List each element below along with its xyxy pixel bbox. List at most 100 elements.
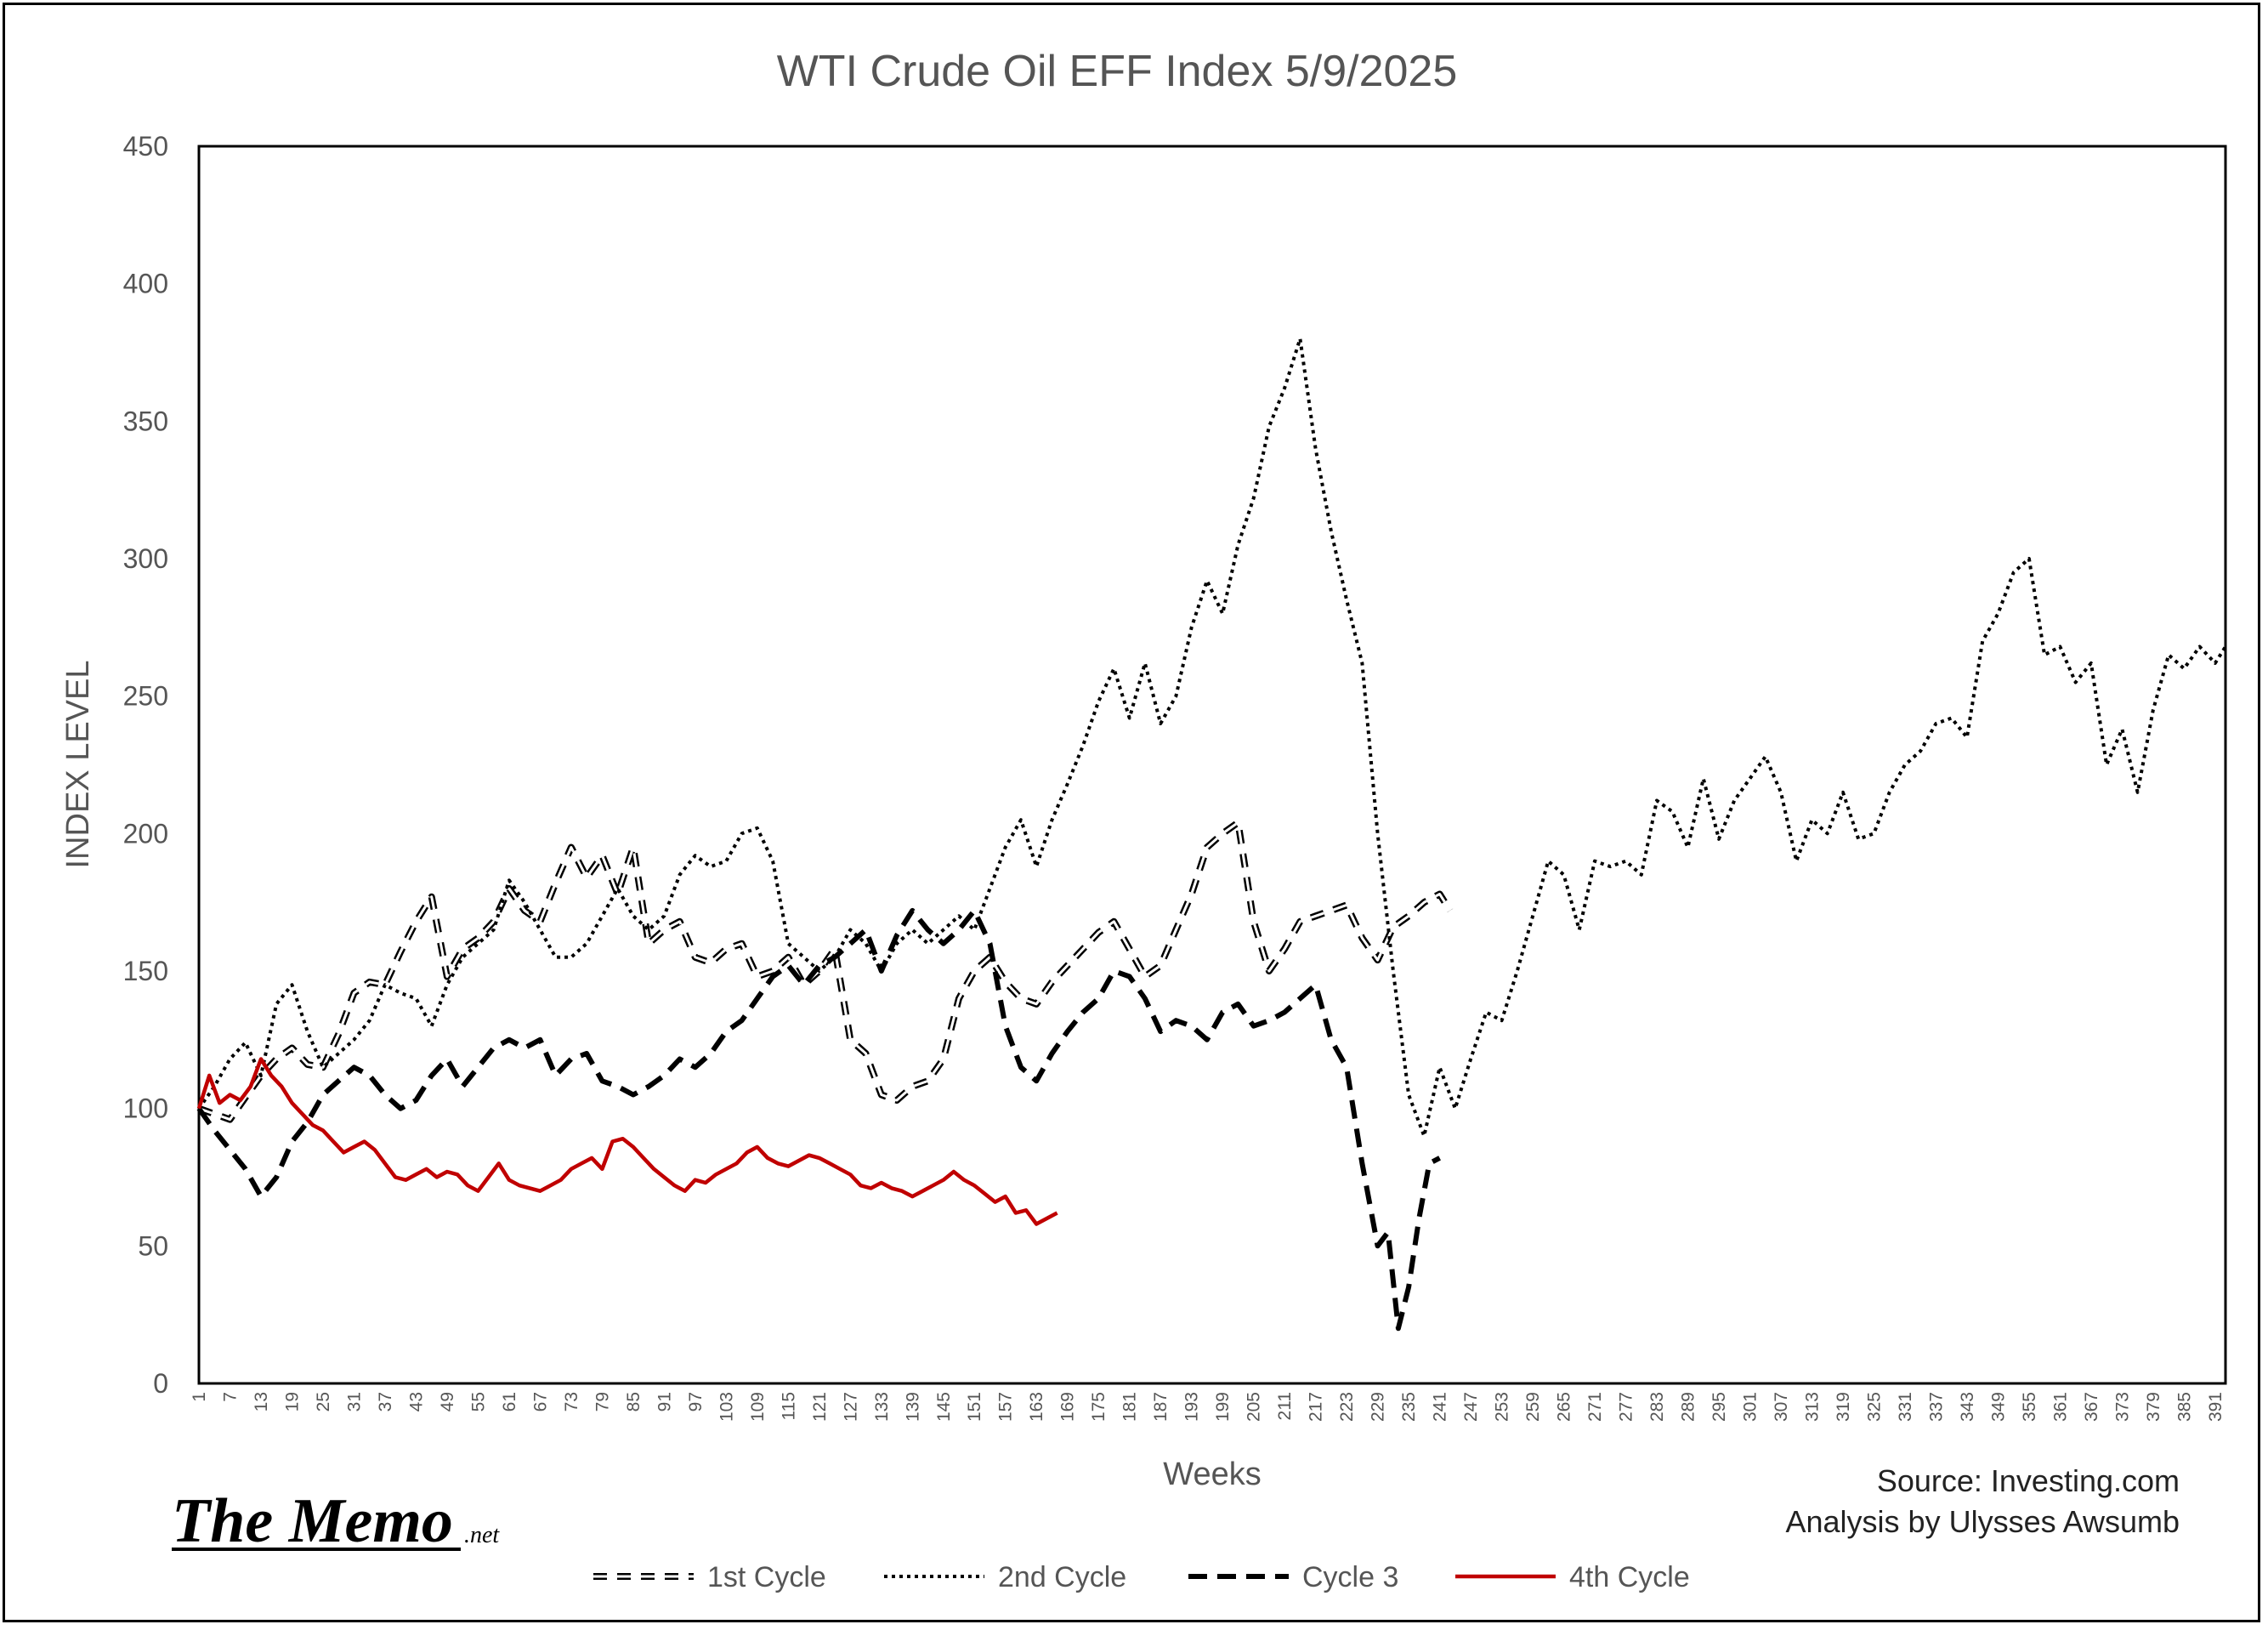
legend-label: 1st Cycle [707, 1561, 826, 1593]
x-tick-label: 355 [2020, 1392, 2039, 1422]
x-tick-label: 337 [1926, 1392, 1946, 1422]
x-tick-label: 25 [314, 1392, 333, 1411]
x-tick-label: 97 [686, 1392, 706, 1411]
x-tick-label: 103 [717, 1392, 736, 1422]
x-tick-label: 193 [1182, 1392, 1202, 1422]
x-tick-label: 13 [252, 1392, 271, 1411]
x-tick-label: 49 [438, 1392, 457, 1411]
x-tick-label: 295 [1710, 1392, 1729, 1422]
chart-frame: WTI Crude Oil EFF Index 5/9/2025 0 50 100 1… [3, 3, 2260, 1622]
x-tick-label: 175 [1089, 1392, 1108, 1422]
x-tick-label: 283 [1647, 1392, 1667, 1422]
x-tick-label: 319 [1834, 1392, 1853, 1422]
x-tick-label: 37 [376, 1392, 395, 1411]
legend-label: Cycle 3 [1302, 1561, 1398, 1593]
y-tick-label: 150 [123, 956, 168, 986]
y-tick-label: 200 [123, 818, 168, 849]
x-tick-label: 199 [1213, 1392, 1233, 1422]
x-tick-label: 157 [996, 1392, 1016, 1422]
series-4th-cycle [196, 1057, 1058, 1226]
logo-suffix: .net [464, 1522, 500, 1548]
x-tick-label: 325 [1864, 1392, 1884, 1422]
x-tick-label: 55 [468, 1392, 488, 1411]
x-tick-label: 313 [1802, 1392, 1822, 1422]
x-tick-label: 127 [841, 1392, 860, 1422]
the-memo-logo: The Memo .net [172, 1486, 500, 1556]
x-tick-label: 277 [1617, 1392, 1636, 1422]
x-tick-label: 271 [1585, 1392, 1605, 1422]
x-tick-label: 373 [2112, 1392, 2132, 1422]
x-tick-label: 187 [1151, 1392, 1171, 1422]
x-tick-label: 235 [1399, 1392, 1419, 1422]
y-tick-label: 0 [153, 1368, 168, 1399]
line-chart: WTI Crude Oil EFF Index 5/9/2025 0 50 100 1… [60, 47, 2227, 1593]
y-tick-label: 300 [123, 543, 168, 574]
x-tick-label: 343 [1958, 1392, 1977, 1422]
x-tick-label: 121 [810, 1392, 830, 1422]
x-tick-label: 151 [965, 1392, 984, 1422]
y-tick-label: 50 [138, 1230, 168, 1261]
y-tick-label: 250 [123, 681, 168, 712]
x-tick-label: 361 [2050, 1392, 2070, 1422]
x-tick-label: 61 [500, 1392, 519, 1411]
x-tick-label: 391 [2206, 1392, 2225, 1422]
legend-label: 4th Cycle [1569, 1561, 1690, 1593]
plot-area [197, 145, 2227, 1385]
x-tick-label: 385 [2174, 1392, 2194, 1422]
series-1st-cycle-inner [198, 821, 1452, 1122]
x-tick-label: 67 [530, 1392, 550, 1411]
chart-title: WTI Crude Oil EFF Index 5/9/2025 [777, 47, 1458, 96]
x-tick-label: 145 [934, 1392, 954, 1422]
y-axis-label: INDEX LEVEL [60, 661, 96, 869]
x-tick-label: 31 [344, 1392, 364, 1411]
x-tick-label: 91 [655, 1392, 674, 1411]
x-tick-label: 181 [1120, 1392, 1140, 1422]
x-tick-label: 229 [1369, 1392, 1388, 1422]
logo-text: The Memo [172, 1486, 453, 1556]
x-tick-label: 163 [1027, 1392, 1046, 1422]
x-tick-label: 367 [2082, 1392, 2101, 1422]
x-tick-label: 301 [1740, 1392, 1760, 1422]
x-tick-label: 1 [190, 1392, 209, 1402]
x-tick-label: 289 [1679, 1392, 1698, 1422]
legend: 1st Cycle 2nd Cycle Cycle 3 4th Cycle [593, 1561, 1690, 1593]
x-tick-label: 139 [903, 1392, 922, 1422]
y-tick-label: 450 [123, 131, 168, 162]
x-tick-label: 19 [282, 1392, 302, 1411]
x-axis-ticks: 1 7 13 19 25 31 37 43 49 55 61 67 73 79 85 91 97 103 109 11… [190, 1392, 2225, 1422]
x-tick-label: 85 [624, 1392, 644, 1411]
x-tick-label: 331 [1896, 1392, 1915, 1422]
y-tick-label: 400 [123, 269, 168, 299]
series-1st-cycle [197, 819, 1454, 1123]
series-layer [196, 337, 2227, 1332]
x-tick-label: 7 [220, 1392, 240, 1402]
x-tick-label: 349 [1988, 1392, 2008, 1422]
legend-label: 2nd Cycle [998, 1561, 1126, 1593]
series-2nd-cycle [197, 337, 2227, 1138]
x-tick-label: 223 [1337, 1392, 1357, 1422]
y-axis-ticks: 0 50 100 150 200 250 300 350 400 450 [123, 131, 168, 1399]
x-tick-label: 247 [1461, 1392, 1481, 1422]
x-tick-label: 109 [748, 1392, 768, 1422]
x-tick-label: 73 [562, 1392, 581, 1411]
x-tick-label: 115 [779, 1392, 798, 1420]
series-cycle-3 [196, 907, 1441, 1332]
x-tick-label: 217 [1307, 1392, 1326, 1422]
x-tick-label: 169 [1058, 1392, 1078, 1422]
x-tick-label: 265 [1555, 1392, 1574, 1422]
x-tick-label: 253 [1493, 1392, 1512, 1422]
analysis-note: Analysis by Ulysses Awsumb [1786, 1504, 2180, 1539]
x-tick-label: 259 [1523, 1392, 1543, 1422]
y-tick-label: 350 [123, 406, 168, 436]
x-tick-label: 307 [1772, 1392, 1791, 1422]
x-tick-label: 211 [1275, 1392, 1295, 1420]
y-tick-label: 100 [123, 1093, 168, 1124]
x-tick-label: 79 [593, 1392, 612, 1411]
x-tick-label: 43 [406, 1392, 426, 1411]
x-tick-label: 379 [2144, 1392, 2163, 1422]
x-axis-label: Weeks [1163, 1457, 1261, 1492]
x-tick-label: 205 [1245, 1392, 1264, 1422]
x-tick-label: 133 [872, 1392, 892, 1422]
x-tick-label: 241 [1431, 1392, 1450, 1422]
source-note: Source: Investing.com [1877, 1463, 2180, 1498]
